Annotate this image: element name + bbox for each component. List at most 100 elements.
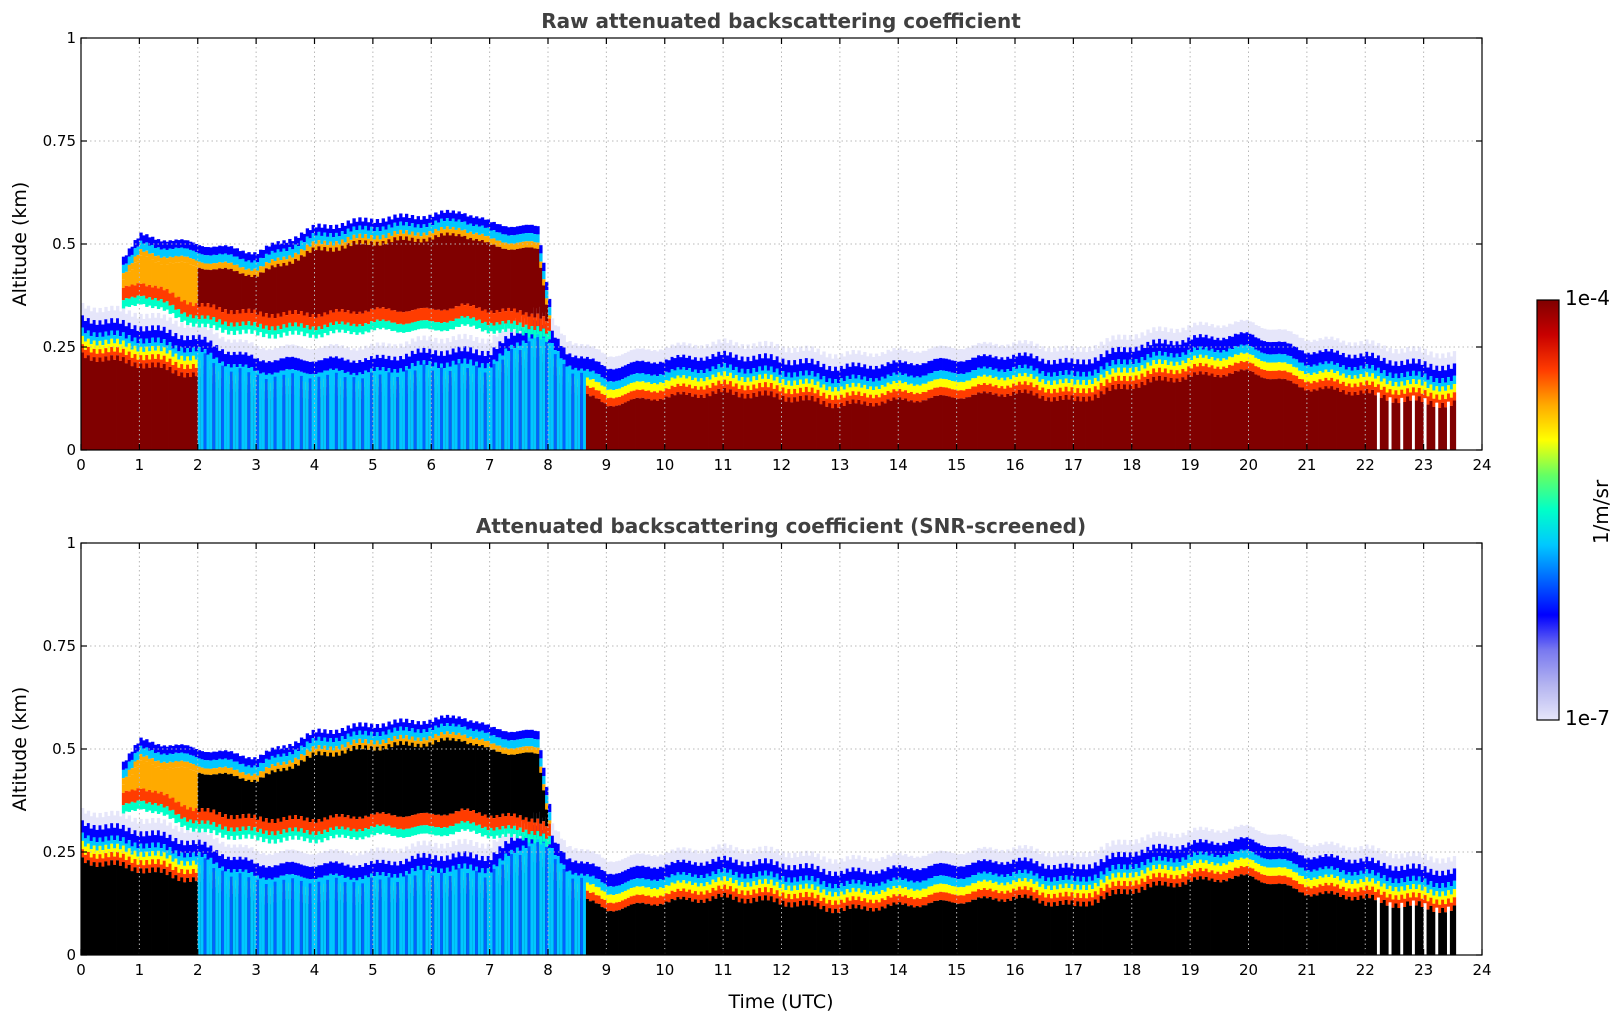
heatmap-cell bbox=[224, 253, 228, 262]
heatmap-cell bbox=[816, 381, 820, 390]
heatmap-cell bbox=[288, 310, 292, 323]
heatmap-cell bbox=[1210, 357, 1214, 366]
heatmap-cell bbox=[588, 371, 593, 380]
heatmap-cell bbox=[191, 259, 196, 266]
heatmap-cell bbox=[793, 372, 797, 381]
heatmap-cell bbox=[1207, 350, 1211, 359]
heatmap-cell bbox=[877, 356, 882, 369]
heatmap-cell bbox=[197, 322, 202, 335]
heatmap-cell bbox=[848, 403, 852, 450]
heatmap-cell bbox=[311, 326, 315, 335]
heatmap-cell bbox=[127, 769, 132, 777]
heatmap-cell bbox=[933, 346, 937, 359]
heatmap-cell bbox=[454, 229, 458, 237]
heatmap-cell bbox=[165, 288, 169, 302]
heatmap-cell bbox=[822, 384, 826, 393]
heatmap-cell bbox=[1268, 379, 1273, 450]
heatmap-cell bbox=[918, 393, 922, 403]
y-tick-label: 0 bbox=[66, 441, 76, 459]
heatmap-cell bbox=[653, 362, 657, 375]
heatmap-cell bbox=[346, 236, 350, 244]
heatmap-cell bbox=[871, 398, 876, 407]
heatmap-cell bbox=[229, 355, 234, 368]
heatmap-cell bbox=[1449, 356, 1454, 369]
heatmap-cell bbox=[1333, 340, 1337, 353]
heatmap-cell bbox=[492, 359, 496, 369]
heatmap-cell bbox=[717, 339, 721, 352]
heatmap-cell bbox=[457, 234, 461, 307]
heatmap-cell bbox=[174, 333, 178, 346]
heatmap-cell bbox=[264, 867, 269, 880]
heatmap-cell bbox=[133, 345, 137, 355]
heatmap-cell bbox=[156, 793, 161, 806]
heatmap-cell bbox=[437, 322, 441, 331]
heatmap-cell bbox=[104, 836, 108, 845]
heatmap-cell bbox=[1411, 346, 1416, 359]
heatmap-cell bbox=[197, 253, 202, 262]
heatmap-cell bbox=[860, 379, 864, 388]
heatmap-cell bbox=[212, 254, 216, 264]
heatmap-cell bbox=[224, 750, 228, 759]
heatmap-cell bbox=[769, 382, 774, 392]
heatmap-cell bbox=[1099, 374, 1103, 383]
heatmap-cell bbox=[1125, 339, 1130, 353]
heatmap-cell bbox=[1020, 343, 1025, 356]
heatmap-cell bbox=[168, 262, 172, 294]
heatmap-cell bbox=[226, 364, 231, 373]
heatmap-cell bbox=[124, 831, 129, 844]
heatmap-cell bbox=[445, 218, 450, 227]
heatmap-cell bbox=[133, 802, 137, 812]
heatmap-cell bbox=[1052, 360, 1057, 373]
heatmap-cell bbox=[273, 330, 277, 339]
heatmap-cell bbox=[145, 747, 149, 756]
heatmap-cell bbox=[1117, 334, 1121, 347]
heatmap-cell bbox=[743, 390, 747, 399]
heatmap-cell bbox=[533, 336, 537, 450]
heatmap-cell bbox=[778, 350, 782, 363]
heatmap-cell bbox=[1076, 371, 1080, 380]
heatmap-cell bbox=[183, 817, 187, 826]
heatmap-cell bbox=[609, 368, 613, 382]
heatmap-cell bbox=[305, 853, 310, 867]
heatmap-cell bbox=[329, 247, 333, 311]
heatmap-cell bbox=[215, 309, 219, 322]
heatmap-cell bbox=[92, 348, 96, 358]
heatmap-cell bbox=[118, 857, 123, 866]
heatmap-cell bbox=[188, 882, 193, 955]
heatmap-cell bbox=[877, 405, 882, 450]
heatmap-cell bbox=[203, 353, 207, 450]
heatmap-cell bbox=[839, 365, 844, 379]
heatmap-cell bbox=[294, 815, 298, 828]
heatmap-cell bbox=[343, 248, 348, 313]
heatmap-cell bbox=[367, 372, 371, 381]
heatmap-cell bbox=[305, 866, 310, 879]
heatmap-cell bbox=[1324, 336, 1328, 350]
heatmap-cell bbox=[1146, 354, 1150, 363]
heatmap-cell bbox=[92, 853, 96, 863]
heatmap-cell bbox=[472, 226, 476, 235]
heatmap-cell bbox=[101, 850, 105, 859]
heatmap-cell bbox=[562, 335, 566, 348]
heatmap-cell bbox=[437, 355, 441, 369]
heatmap-cell bbox=[118, 336, 123, 345]
heatmap-cell bbox=[153, 822, 158, 836]
heatmap-cell bbox=[241, 859, 245, 872]
heatmap-cell bbox=[224, 846, 228, 860]
heatmap-cell bbox=[676, 375, 680, 384]
heatmap-cell bbox=[148, 318, 152, 331]
heatmap-cell bbox=[194, 881, 199, 955]
heatmap-cell bbox=[801, 350, 806, 364]
heatmap-cell bbox=[396, 360, 400, 373]
heatmap-cell bbox=[104, 339, 108, 349]
heatmap-cell bbox=[714, 356, 718, 369]
heatmap-cell bbox=[1239, 369, 1244, 450]
heatmap-cell bbox=[1341, 340, 1346, 353]
heatmap-cell bbox=[1000, 357, 1004, 370]
heatmap-cell bbox=[804, 386, 809, 396]
heatmap-cell bbox=[1055, 351, 1060, 364]
heatmap-cell bbox=[226, 269, 231, 314]
heatmap-cell bbox=[831, 391, 835, 400]
heatmap-cell bbox=[238, 273, 242, 314]
heatmap-cell bbox=[197, 334, 202, 348]
heatmap-cell bbox=[180, 852, 184, 861]
